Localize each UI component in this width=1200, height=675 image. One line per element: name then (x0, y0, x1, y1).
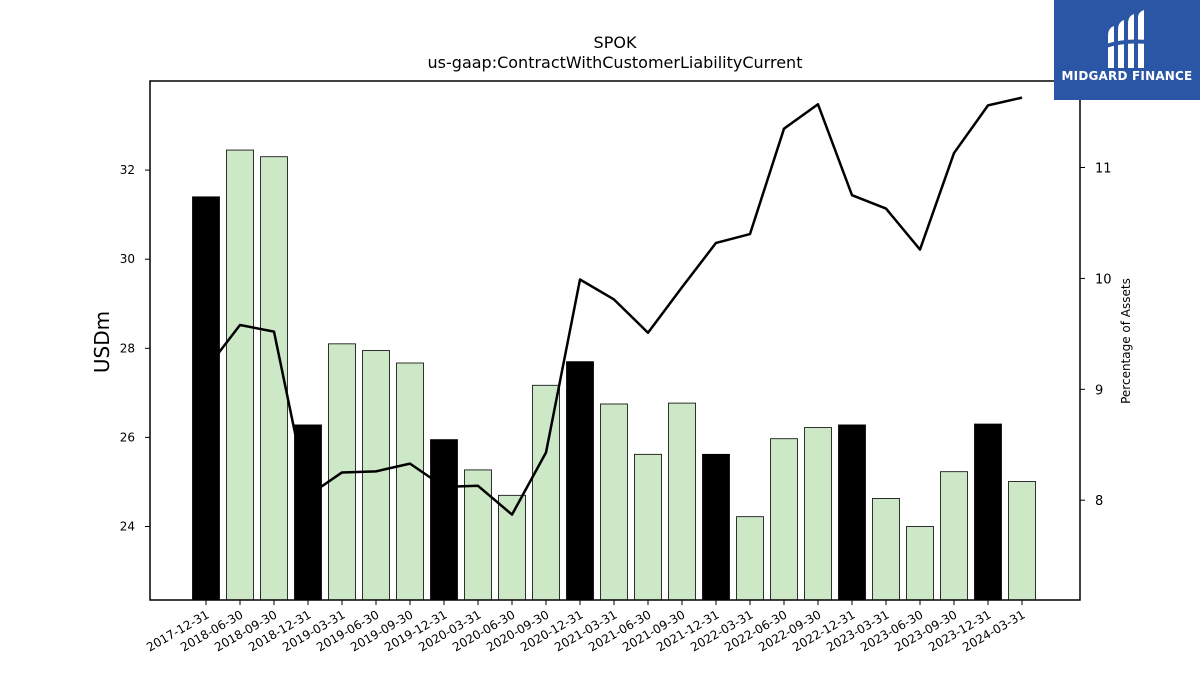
bar-2020-03-31 (464, 469, 492, 601)
left-axis: 24 26 28 30 32 (120, 163, 150, 533)
bar-2023-09-30 (940, 471, 968, 601)
bar-2022-09-30 (804, 427, 832, 601)
percentage-of-assets-line (205, 96, 1023, 516)
bar-2024-03-31 (1008, 481, 1036, 601)
bar-2021-09-30 (668, 402, 696, 601)
x-axis: 2017-12-312018-06-302018-09-302018-12-31… (144, 600, 1028, 654)
right-tick-label: 10 (1095, 272, 1112, 287)
left-tick-label: 30 (120, 252, 135, 266)
bar-2021-03-31 (600, 403, 628, 601)
bar-2020-12-31 (566, 361, 594, 601)
bar-2020-09-30 (532, 384, 560, 601)
bar-2017-12-31 (192, 196, 220, 601)
chart-title: SPOK (594, 33, 637, 52)
bar-2023-03-31 (872, 498, 900, 601)
left-tick-label: 32 (120, 163, 135, 177)
bar-2023-06-30 (906, 526, 934, 601)
bar-2019-12-31 (430, 439, 458, 601)
bar-2019-09-30 (396, 362, 424, 601)
left-tick-label: 26 (120, 430, 135, 444)
y-axis-label-left: USDm (90, 311, 114, 373)
bar-2023-12-31 (974, 423, 1002, 601)
bar-2019-06-30 (362, 350, 390, 601)
bar-2022-06-30 (770, 438, 798, 601)
brand-logo-box: MIDGARD FINANCE (1054, 0, 1200, 100)
left-tick-label: 28 (120, 341, 135, 355)
chart-subtitle: us-gaap:ContractWithCustomerLiabilityCur… (428, 53, 803, 72)
line-layer (205, 96, 1023, 516)
bar-2021-06-30 (634, 453, 662, 601)
bar-2020-06-30 (498, 494, 526, 601)
y-axis-label-right: Percentage of Assets (1119, 278, 1133, 404)
bar-2021-12-31 (702, 453, 730, 601)
bar-2022-03-31 (736, 516, 764, 601)
plot-frame (149, 80, 1081, 601)
left-tick-label: 24 (120, 519, 135, 533)
right-tick-label: 8 (1095, 494, 1103, 509)
bar-2022-12-31 (838, 424, 866, 601)
right-tick-label: 11 (1095, 162, 1112, 177)
bar-2018-06-30 (226, 149, 254, 601)
brand-name: MIDGARD FINANCE (1061, 69, 1193, 83)
right-axis: 8 9 10 11 (1080, 162, 1112, 509)
bars-layer (192, 149, 1036, 601)
right-tick-label: 9 (1095, 383, 1103, 398)
midgard-logo-icon (1106, 10, 1148, 68)
